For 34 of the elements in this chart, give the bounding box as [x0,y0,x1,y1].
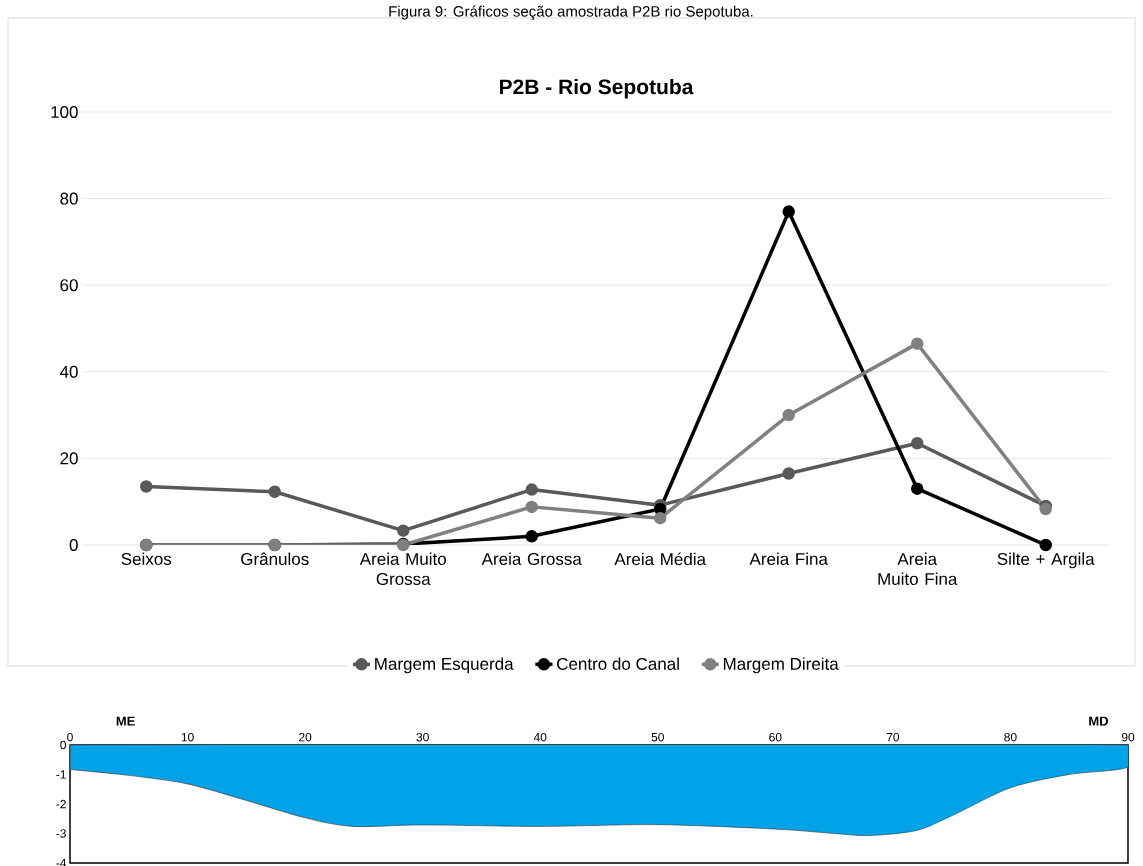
text: ME [116,716,135,726]
x-tick-label: Areia Muito Fina [878,552,958,586]
y-tick-label: 0 [60,740,67,750]
y-tick-label: 80 [60,192,78,205]
x-tick-label: Silte + Argila [997,552,1095,569]
y-tick-label: 60 [60,279,78,292]
y-tick-label: 40 [59,365,78,378]
x-tick-label: 60 [769,732,782,742]
x-tick-label: 40 [533,732,547,742]
x-tick-label: 90 [1121,732,1135,742]
x-tick-label: 30 [416,732,429,742]
x-tick-label: 10 [181,732,194,742]
y-tick-label: -3 [56,829,66,838]
x-tick-label: 80 [1004,732,1017,742]
legend-label: Margem Direita [723,657,839,674]
x-tick-label: 70 [886,732,900,742]
x-tick-label: Areia Grossa [481,552,582,566]
legend-label: Centro do Canal [557,657,679,670]
x-tick-label: 20 [299,732,312,742]
chart-title: P2B - Rio Sepotuba [499,78,694,99]
text: Figura 9: Gráficos seção amostrada P2B rio Sepotuba. [389,5,753,20]
text: MD [1089,716,1109,726]
y-tick-label: 0 [69,538,78,552]
legend-label: Margem Esquerda [375,657,514,674]
x-tick-label: Areia Fina [749,552,828,566]
y-tick-label: -2 [56,799,66,809]
x-tick-label: Areia Média [614,552,707,566]
y-tick-label: 20 [60,452,78,465]
y-tick-label: 100 [51,105,78,119]
x-tick-label: Seixos [121,552,172,566]
y-tick-label: -1 [56,770,66,779]
x-tick-label: Areia Muito Grossa [359,552,446,586]
x-tick-label: 50 [651,732,664,742]
x-tick-label: Grânulos [241,552,309,566]
